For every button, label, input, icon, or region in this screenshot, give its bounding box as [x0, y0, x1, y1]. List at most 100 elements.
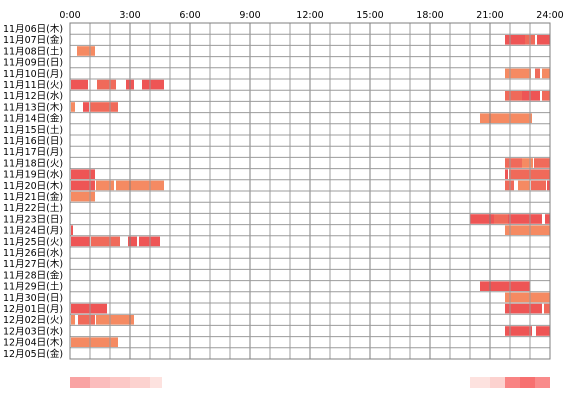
density-segment: [130, 377, 150, 388]
density-segment: [520, 377, 535, 388]
time-tick-label: 18:00: [416, 10, 443, 21]
activity-segment: [71, 169, 95, 179]
density-segment: [162, 377, 470, 388]
activity-segment: [544, 303, 550, 314]
activity-segment: [470, 214, 494, 224]
activity-segment: [71, 315, 75, 325]
activity-segment: [505, 169, 508, 179]
date-row-label: 11月26日(水): [3, 247, 63, 259]
time-tick-label: 21:00: [476, 10, 503, 21]
date-row-label: 11月28日(金): [3, 269, 63, 281]
time-tick-label: 15:00: [356, 10, 383, 21]
activity-segment: [116, 180, 164, 191]
date-axis-labels: 11月06日(木)11月07日(金)11月08日(土)11月09日(日)11月1…: [3, 23, 63, 360]
activity-segment: [505, 158, 522, 168]
activity-segment: [480, 281, 530, 291]
activity-segment: [508, 214, 542, 224]
date-row-label: 11月11日(火): [3, 80, 63, 91]
time-tick-label: 0:00: [59, 10, 80, 21]
date-row-label: 11月29日(土): [3, 281, 63, 293]
activity-segment: [522, 91, 540, 101]
activity-segment: [522, 158, 533, 168]
activity-segment: [518, 180, 530, 191]
date-row-label: 12月04日(木): [3, 337, 63, 349]
activity-segment: [534, 158, 550, 168]
activity-segment: [536, 326, 550, 336]
density-segment: [90, 377, 110, 388]
date-row-label: 11月15日(土): [3, 124, 63, 136]
activity-segment: [97, 79, 116, 90]
activity-segment: [83, 102, 89, 112]
activity-segment: [96, 315, 134, 325]
date-row-label: 11月25日(火): [3, 237, 63, 248]
date-row-label: 11月21日(金): [3, 191, 63, 203]
density-segment: [70, 377, 90, 388]
activity-segment: [90, 102, 118, 112]
date-row-label: 11月18日(火): [3, 158, 63, 169]
time-tick-label: 12:00: [296, 10, 323, 21]
time-tick-label: 24:00: [536, 10, 563, 21]
activity-segment: [142, 79, 164, 90]
activity-segment: [71, 79, 88, 90]
date-row-label: 12月02日(火): [3, 315, 63, 326]
date-row-label: 11月20日(木): [3, 180, 63, 192]
activity-segment: [494, 214, 508, 224]
date-row-label: 11月22日(土): [3, 202, 63, 214]
date-row-label: 11月10日(月): [3, 69, 63, 80]
activity-segment: [537, 35, 550, 45]
activity-segment: [542, 91, 550, 101]
activity-segment: [78, 315, 95, 325]
time-tick-label: 6:00: [179, 10, 200, 21]
activity-segment: [542, 68, 550, 79]
density-segment: [470, 377, 490, 388]
density-segment: [110, 377, 130, 388]
date-row-label: 11月13日(木): [3, 101, 63, 113]
activity-segment: [505, 303, 542, 314]
date-row-label: 11月07日(金): [3, 34, 63, 46]
activity-segment: [505, 91, 522, 101]
density-bar: [70, 377, 550, 388]
chart-grid: [69, 22, 551, 360]
time-tick-label: 9:00: [239, 10, 260, 21]
date-row-label: 11月27日(木): [3, 258, 63, 270]
activity-segment: [505, 68, 531, 79]
activity-segment: [547, 180, 550, 191]
date-row-label: 11月17日(月): [3, 147, 63, 158]
activity-segment: [535, 68, 540, 79]
date-row-label: 11月19日(水): [3, 169, 63, 181]
activity-segment: [71, 180, 95, 191]
date-row-label: 11月12日(水): [3, 90, 63, 102]
activity-segment: [71, 225, 73, 235]
density-segment: [535, 377, 550, 388]
date-row-label: 11月16日(日): [3, 136, 63, 147]
activity-segment: [71, 102, 75, 112]
time-tick-label: 3:00: [119, 10, 140, 21]
plot-border: [69, 22, 551, 360]
activity-segment: [480, 113, 532, 123]
date-row-label: 12月01日(月): [3, 304, 63, 315]
activity-segment: [71, 303, 107, 314]
activity-segment: [505, 292, 550, 303]
density-segment: [490, 377, 505, 388]
activity-segment: [77, 46, 95, 56]
activity-segment: [505, 35, 525, 45]
date-row-label: 11月14日(金): [3, 113, 63, 125]
activity-segment: [91, 236, 120, 247]
date-row-label: 12月03日(水): [3, 325, 63, 337]
date-row-label: 11月09日(日): [3, 58, 63, 69]
activity-segment: [71, 191, 95, 202]
date-row-label: 11月23日(日): [3, 214, 63, 225]
date-row-label: 11月06日(木): [3, 23, 63, 35]
date-row-label: 12月05日(金): [3, 348, 63, 360]
density-segment: [150, 377, 162, 388]
density-segment: [505, 377, 520, 388]
activity-segment: [531, 180, 546, 191]
activity-segment: [505, 225, 550, 235]
activity-segment: [71, 236, 90, 247]
time-axis-labels: 0:00 3:00 6:00 9:00 12:00 15:00 18:00 21:00 24:0…: [59, 10, 563, 21]
date-row-label: 11月24日(月): [3, 226, 63, 237]
activity-segment: [545, 214, 550, 224]
activity-segment: [96, 180, 114, 191]
date-row-label: 11月08日(土): [3, 45, 63, 57]
